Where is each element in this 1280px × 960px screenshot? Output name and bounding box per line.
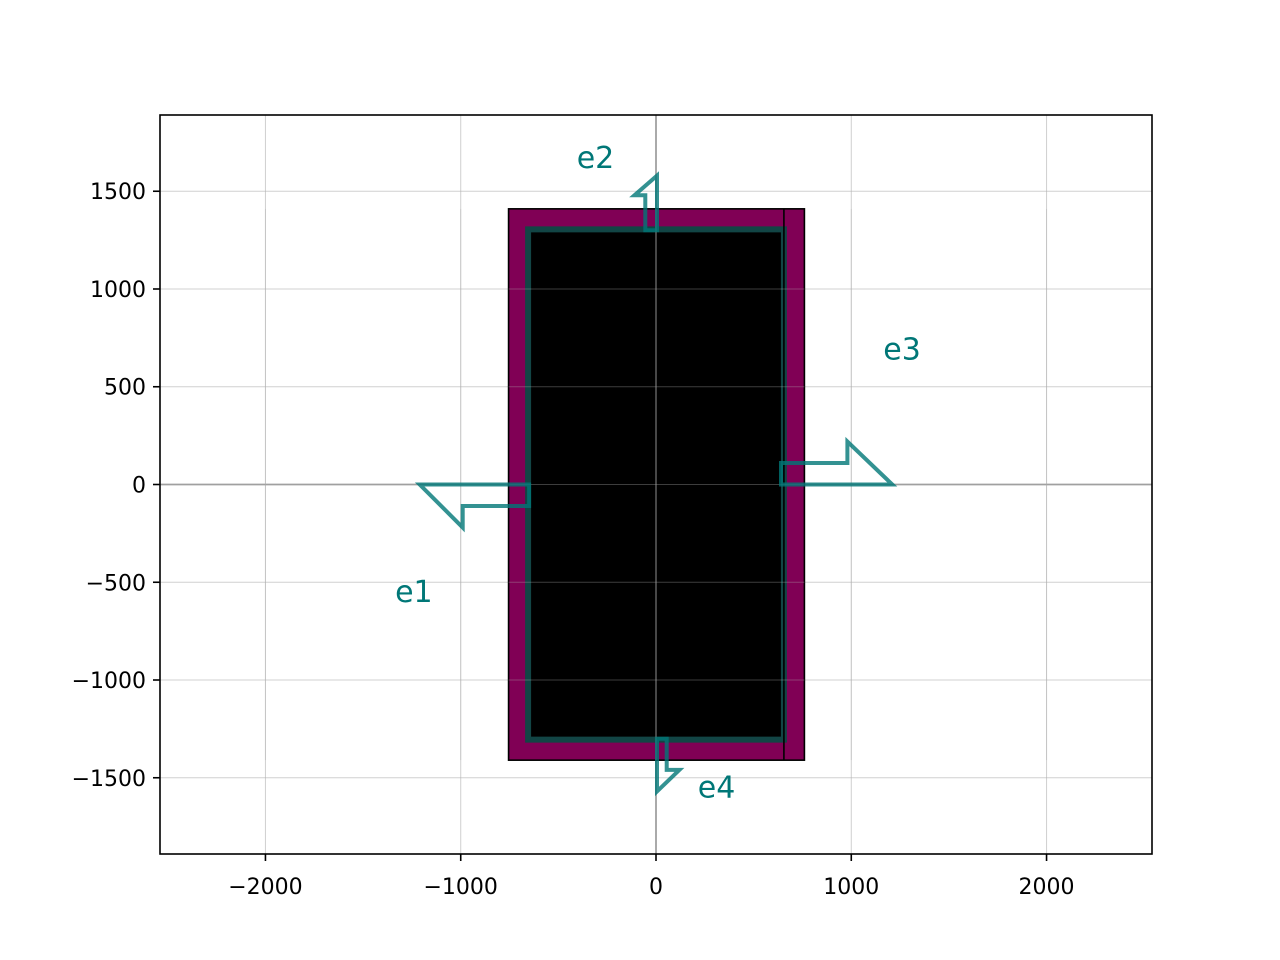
port-arrow-e3 xyxy=(779,436,898,487)
x-tick-label: 0 xyxy=(649,875,663,900)
port-label-e2: e2 xyxy=(577,141,615,176)
y-tick-label: 1000 xyxy=(90,278,146,303)
x-tick-label: 1000 xyxy=(823,875,879,900)
y-tick-label: 500 xyxy=(104,376,146,401)
y-tick-label: −500 xyxy=(86,571,146,596)
x-tick-label: −2000 xyxy=(228,875,302,900)
y-tick-label: −1000 xyxy=(72,669,146,694)
y-axis: −1500 −1000 −500 0 500 1000 1500 xyxy=(72,180,160,792)
x-tick-label: −1000 xyxy=(424,875,498,900)
port-arrow-e1 xyxy=(414,482,532,533)
port-label-e3: e3 xyxy=(883,332,921,367)
ports: e1 e2 e3 e4 xyxy=(395,141,921,806)
port-arrow-e4 xyxy=(655,736,685,797)
y-tick-label: 0 xyxy=(132,474,146,499)
y-tick-label: −1500 xyxy=(72,767,146,792)
plot-area: e1 e2 e3 e4 xyxy=(159,114,1153,855)
x-axis: −2000 −1000 0 1000 2000 xyxy=(228,854,1075,900)
port-label-e1: e1 xyxy=(395,575,433,610)
port-label-e4: e4 xyxy=(698,770,736,805)
shapes xyxy=(264,208,1048,761)
y-tick-label: 1500 xyxy=(90,180,146,205)
port-arrow-e2 xyxy=(629,171,659,233)
x-tick-label: 2000 xyxy=(1019,875,1075,900)
